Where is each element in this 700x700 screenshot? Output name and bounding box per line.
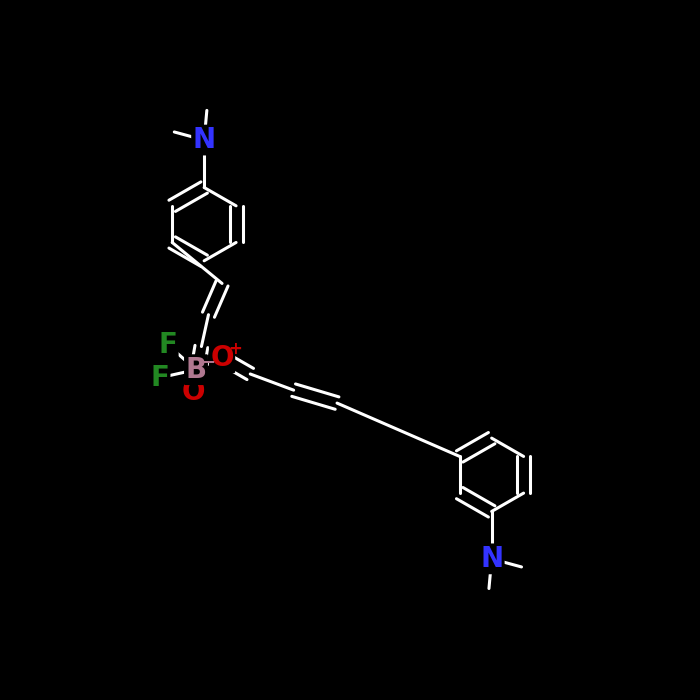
Text: N: N: [193, 126, 216, 154]
Text: +: +: [229, 340, 242, 358]
Text: B: B: [186, 356, 206, 384]
Text: N: N: [480, 545, 503, 573]
Text: F: F: [158, 331, 177, 359]
Text: −: −: [202, 352, 216, 370]
Text: O: O: [210, 344, 234, 372]
Text: F: F: [150, 364, 169, 392]
Text: O: O: [181, 378, 205, 406]
